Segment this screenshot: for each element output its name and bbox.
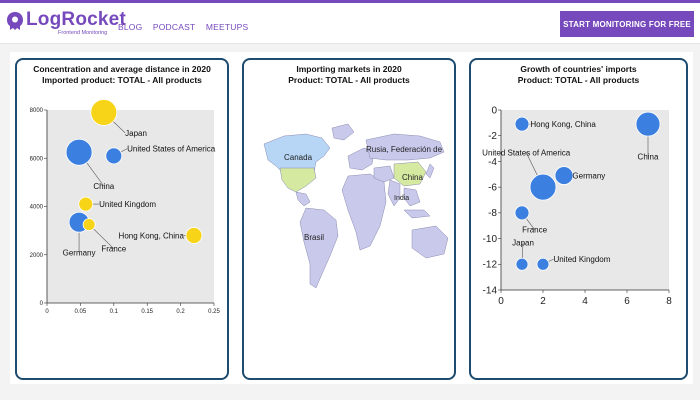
growth-title-line1: Growth of countries' imports: [520, 64, 637, 74]
map-label-brasil: Brasil: [304, 233, 324, 242]
growth-x-tick-label: 0: [498, 296, 504, 307]
growth-x-tick-label: 2: [540, 296, 546, 307]
world-map[interactable]: Canada Rusia, Federación de China India …: [244, 60, 454, 378]
map-usa: [279, 167, 317, 193]
concentration-x-tick-label: 0.25: [208, 309, 220, 315]
concentration-bubble-japan[interactable]: [90, 99, 118, 126]
concentration-label-china: China: [93, 182, 114, 191]
map-australia: [411, 225, 449, 259]
map-label-russia: Rusia, Federación de: [366, 145, 443, 154]
growth-bubble-united-kingdom[interactable]: [536, 257, 550, 271]
growth-y-tick-label: -10: [483, 234, 498, 245]
concentration-label-united-states-of-america: United States of America: [127, 145, 216, 154]
growth-y-tick-label: -14: [483, 285, 498, 296]
start-monitoring-button[interactable]: START MONITORING FOR FREE: [560, 11, 694, 37]
logo-text: LogRocket: [26, 9, 126, 30]
nav-link-podcast[interactable]: PODCAST: [152, 22, 196, 32]
growth-y-tick-label: -12: [483, 260, 498, 271]
concentration-label-hong-kong-china: Hong Kong, China: [119, 231, 185, 240]
growth-bubble-hong-kong-china[interactable]: [514, 116, 530, 132]
map-greenland: [331, 123, 355, 141]
map-label-india: India: [394, 195, 409, 202]
concentration-bubble-france[interactable]: [82, 218, 96, 231]
concentration-bubble-united-states-of-america[interactable]: [105, 147, 123, 165]
concentration-bubble-united-kingdom[interactable]: [78, 196, 94, 212]
rocket-logo-icon: [7, 12, 23, 30]
growth-x-tick-label: 8: [666, 296, 672, 307]
concentration-label-france: France: [101, 245, 126, 254]
growth-x-tick-label: 4: [582, 296, 588, 307]
concentration-y-tick-label: 6000: [30, 156, 44, 162]
logo[interactable]: LogRocket Frontend Monitoring: [6, 9, 126, 39]
map-label-canada: Canada: [284, 153, 313, 162]
growth-y-tick-label: 0: [491, 105, 497, 116]
map-africa: [341, 173, 387, 251]
concentration-y-tick-label: 2000: [30, 253, 44, 259]
concentration-bubble-china[interactable]: [65, 138, 93, 166]
growth-bubble-united-states-of-america[interactable]: [529, 173, 557, 201]
charts-container: Concentration and average distance in 20…: [10, 52, 693, 384]
concentration-x-tick-label: 0.05: [75, 309, 87, 315]
concentration-chart-panel: Concentration and average distance in 20…: [15, 58, 229, 380]
map-india: [387, 179, 401, 207]
map-china: [393, 161, 427, 187]
growth-label-germany: Germany: [572, 172, 605, 181]
map-central-america: [295, 191, 311, 207]
growth-x-tick-label: 6: [624, 296, 630, 307]
concentration-label-germany: Germany: [63, 248, 96, 257]
site-header: LogRocket Frontend Monitoring BLOG PODCA…: [0, 3, 700, 44]
map-label-china: China: [402, 173, 423, 182]
concentration-y-tick-label: 8000: [30, 108, 44, 114]
growth-label-united-kingdom: United Kingdom: [554, 255, 611, 264]
growth-label-japan: Japan: [512, 238, 534, 247]
concentration-y-tick-label: 0: [40, 301, 44, 307]
growth-label-hong-kong-china: Hong Kong, China: [530, 120, 596, 129]
growth-y-tick-label: -6: [488, 182, 497, 193]
growth-y-tick-label: -2: [488, 131, 497, 142]
concentration-title-line2: Imported product: TOTAL - All products: [42, 75, 202, 85]
growth-label-china: China: [638, 152, 659, 161]
growth-bubble-china[interactable]: [635, 111, 661, 137]
map-europe: [347, 147, 375, 171]
concentration-x-tick-label: 0.2: [176, 309, 185, 315]
map-title-line2: Product: TOTAL - All products: [288, 75, 410, 85]
map-russia: [365, 133, 445, 161]
growth-plot-area: [501, 110, 669, 290]
growth-scatter-chart[interactable]: 0 2 4 6 8 0 -2 -4 -6 -8 -10 -12 -14 Hong Kong, China C…: [471, 60, 686, 378]
map-chart-title: Importing markets in 2020 Product: TOTAL…: [244, 64, 454, 86]
growth-label-france: France: [522, 226, 547, 235]
concentration-x-tick-label: 0.1: [110, 309, 119, 315]
concentration-scatter-chart[interactable]: 0 0.05 0.1 0.15 0.2 0.25 0 2000 4000 6000 8000 Japa…: [17, 60, 227, 378]
concentration-bubble-hong-kong-china[interactable]: [185, 227, 203, 244]
map-indonesia: [403, 209, 431, 219]
concentration-label-united-kingdom: United Kingdom: [99, 200, 156, 209]
nav-link-blog[interactable]: BLOG: [118, 22, 143, 32]
logo-subtitle: Frontend Monitoring: [58, 30, 108, 36]
concentration-chart-title: Concentration and average distance in 20…: [17, 64, 227, 86]
growth-bubble-france[interactable]: [514, 205, 530, 221]
map-continents: [263, 123, 449, 289]
map-south-america: [299, 207, 339, 289]
growth-y-tick-label: -4: [488, 157, 497, 168]
growth-chart-panel: Growth of countries' imports Product: TO…: [469, 58, 688, 380]
main-nav: BLOG PODCAST MEETUPS: [118, 17, 254, 32]
growth-bubble-germany[interactable]: [554, 166, 574, 185]
growth-label-united-states-of-america: United States of America: [482, 148, 571, 157]
growth-y-tick-label: -8: [488, 208, 497, 219]
growth-title-line2: Product: TOTAL - All products: [517, 75, 640, 85]
map-japan: [425, 163, 435, 179]
map-title-line1: Importing markets in 2020: [296, 64, 402, 74]
top-accent-line: [0, 0, 700, 3]
map-southeast-asia: [403, 187, 421, 207]
growth-chart-title: Growth of countries' imports Product: TO…: [471, 64, 686, 86]
concentration-label-japan: Japan: [125, 129, 147, 138]
map-middle-east: [373, 165, 395, 183]
growth-bubble-japan[interactable]: [515, 257, 529, 271]
nav-link-meetups[interactable]: MEETUPS: [205, 22, 249, 32]
concentration-x-tick-label: 0: [45, 309, 49, 315]
concentration-title-line1: Concentration and average distance in 20…: [33, 64, 211, 74]
concentration-y-tick-label: 4000: [30, 205, 44, 211]
map-chart-panel: Importing markets in 2020 Product: TOTAL…: [242, 58, 456, 380]
concentration-x-tick-label: 0.15: [141, 309, 153, 315]
